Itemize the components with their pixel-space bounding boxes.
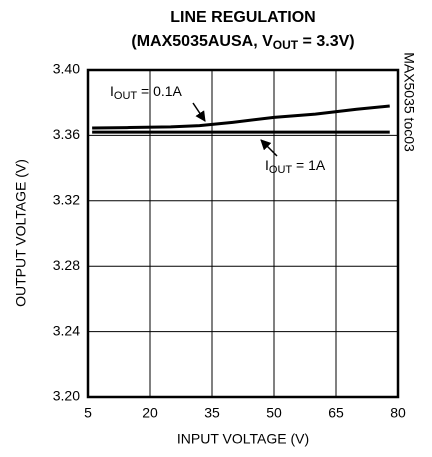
x-tick-label: 80: [390, 405, 406, 421]
y-tick-label: 3.20: [53, 388, 80, 404]
annotation-sub: OUT: [269, 164, 293, 176]
y-tick-label: 3.36: [53, 126, 80, 142]
annotation-part: = 1A: [292, 157, 326, 173]
plot-frame: [86, 68, 400, 399]
side-note: MAX5035 toc03: [401, 52, 417, 152]
y-tick-label: 3.28: [53, 257, 80, 273]
annotation-part: = 0.1A: [137, 83, 182, 99]
annotation-part: I: [265, 157, 269, 173]
x-tick-label: 50: [266, 405, 282, 421]
x-tick-label: 35: [204, 405, 220, 421]
annotation-part: I: [110, 83, 114, 99]
annotation-arrow: [192, 102, 206, 122]
subtitle-part: (MAX5035AUSA, V: [131, 33, 273, 50]
annotation-sub: OUT: [114, 90, 138, 102]
chart-subtitle: (MAX5035AUSA, VOUT = 3.3V): [131, 33, 354, 52]
y-tick-label: 3.40: [53, 61, 80, 77]
line-series: [92, 104, 390, 130]
x-tick-label: 5: [84, 405, 92, 421]
subtitle-sub: OUT: [273, 38, 299, 52]
annotation: IOUT = 0.1A: [110, 83, 183, 102]
x-axis-label: INPUT VOLTAGE (V): [177, 431, 309, 447]
y-tick-label: 3.24: [53, 322, 80, 338]
x-tick-label: 65: [328, 405, 344, 421]
x-tick-label: 20: [142, 405, 158, 421]
annotation: IOUT = 1A: [265, 157, 326, 176]
subtitle-part: = 3.3V): [298, 33, 354, 50]
y-axis-label: OUTPUT VOLTAGE (V): [13, 159, 29, 307]
y-tick-label: 3.32: [53, 192, 80, 208]
annotation-arrow: [260, 139, 278, 157]
chart-title: LINE REGULATION: [170, 9, 315, 26]
